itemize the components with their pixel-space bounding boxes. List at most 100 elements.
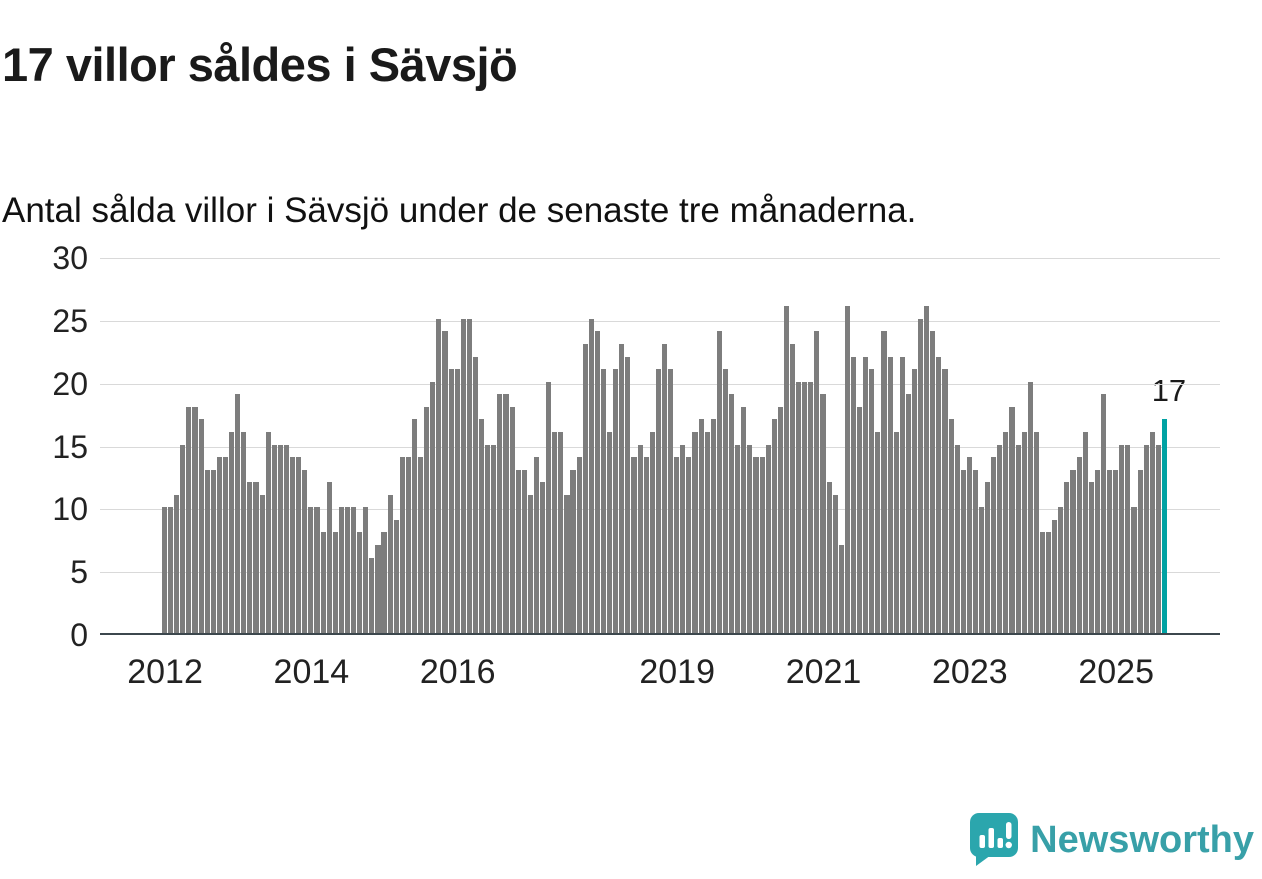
bar [448, 369, 454, 633]
y-axis-tick-label: 15 [52, 428, 88, 465]
bar [363, 507, 369, 633]
bar [863, 356, 869, 633]
bar [192, 406, 198, 633]
bar [265, 431, 271, 633]
bar [552, 431, 558, 633]
bar [716, 331, 722, 633]
y-axis-tick-label: 10 [52, 491, 88, 528]
bar [771, 419, 777, 633]
bar [521, 469, 527, 633]
bar [204, 469, 210, 633]
gridline [100, 258, 1220, 259]
bar [479, 419, 485, 633]
bar [796, 381, 802, 633]
bar [247, 482, 253, 633]
bar [454, 369, 460, 633]
gridline [100, 320, 1220, 322]
bar [729, 394, 735, 633]
bar [918, 318, 924, 633]
bar [527, 494, 533, 633]
bar [430, 381, 436, 633]
bar [1143, 444, 1149, 633]
bar [1125, 444, 1131, 633]
bar [162, 507, 168, 633]
bar [283, 444, 290, 633]
bar [594, 331, 600, 633]
bar [838, 545, 844, 633]
bar [472, 356, 479, 633]
bar [320, 532, 326, 633]
bar [436, 318, 442, 633]
bar [168, 507, 174, 633]
bar [393, 519, 399, 633]
bar [387, 494, 393, 633]
bar [722, 369, 729, 633]
bar [869, 369, 875, 633]
bar [1046, 532, 1052, 633]
bar [747, 444, 753, 633]
bar [509, 406, 515, 633]
bar [369, 557, 375, 633]
bar [253, 482, 259, 633]
bar [1003, 431, 1009, 633]
bar [1137, 469, 1143, 633]
bar [277, 444, 283, 633]
x-axis-tick-label: 2016 [419, 653, 496, 691]
y-axis-tick-label: 30 [52, 240, 88, 276]
bar [1033, 431, 1039, 633]
bar [351, 507, 357, 633]
bar [210, 469, 216, 633]
bar [930, 331, 936, 633]
bar [381, 532, 387, 633]
highlighted-bar [1161, 419, 1167, 633]
bar [466, 318, 472, 633]
bar [485, 444, 491, 633]
chart-subtitle: Antal sålda villor i Sävsjö under de sen… [2, 191, 917, 230]
x-axis-tick-label: 2012 [127, 653, 203, 691]
bar [1021, 431, 1027, 633]
bar [765, 444, 771, 633]
bar [972, 469, 978, 633]
bar [460, 318, 466, 633]
y-axis-tick-label: 25 [52, 302, 88, 339]
bar [826, 482, 832, 633]
bar [1027, 381, 1033, 633]
x-axis-tick-label: 2019 [639, 653, 716, 691]
bar [186, 406, 192, 633]
bar [588, 318, 594, 633]
bar [1039, 532, 1046, 633]
page-title: 17 villor såldes i Sävsjö [2, 38, 518, 92]
bar [308, 507, 314, 633]
bar [302, 469, 308, 633]
bar [704, 431, 710, 633]
bar [180, 444, 186, 633]
bar [582, 343, 588, 633]
bar [991, 457, 997, 633]
y-axis-tick-label: 0 [70, 617, 88, 653]
x-axis-tick-label: 2023 [932, 653, 1008, 691]
bar [332, 532, 338, 633]
bar [241, 431, 247, 633]
bar [235, 394, 241, 633]
bar [1107, 469, 1113, 633]
bar [753, 457, 759, 633]
bar [326, 482, 332, 633]
bar [985, 482, 991, 633]
bar [643, 457, 649, 633]
plot-area: 17 2012 2014 2016 2019 2021 2023 2025 [100, 258, 1220, 691]
bar [887, 356, 893, 633]
bar [1082, 431, 1088, 633]
bar [1070, 469, 1076, 633]
bar [1064, 482, 1070, 633]
bar [1076, 457, 1082, 633]
bar [661, 343, 668, 633]
bar [857, 406, 863, 633]
bar [1113, 469, 1119, 633]
bar [540, 482, 546, 633]
bar [357, 532, 363, 633]
bar [600, 369, 607, 633]
bar [789, 343, 796, 633]
last-value-label: 17 [1151, 373, 1187, 409]
bar [832, 494, 838, 633]
bar [735, 444, 741, 633]
